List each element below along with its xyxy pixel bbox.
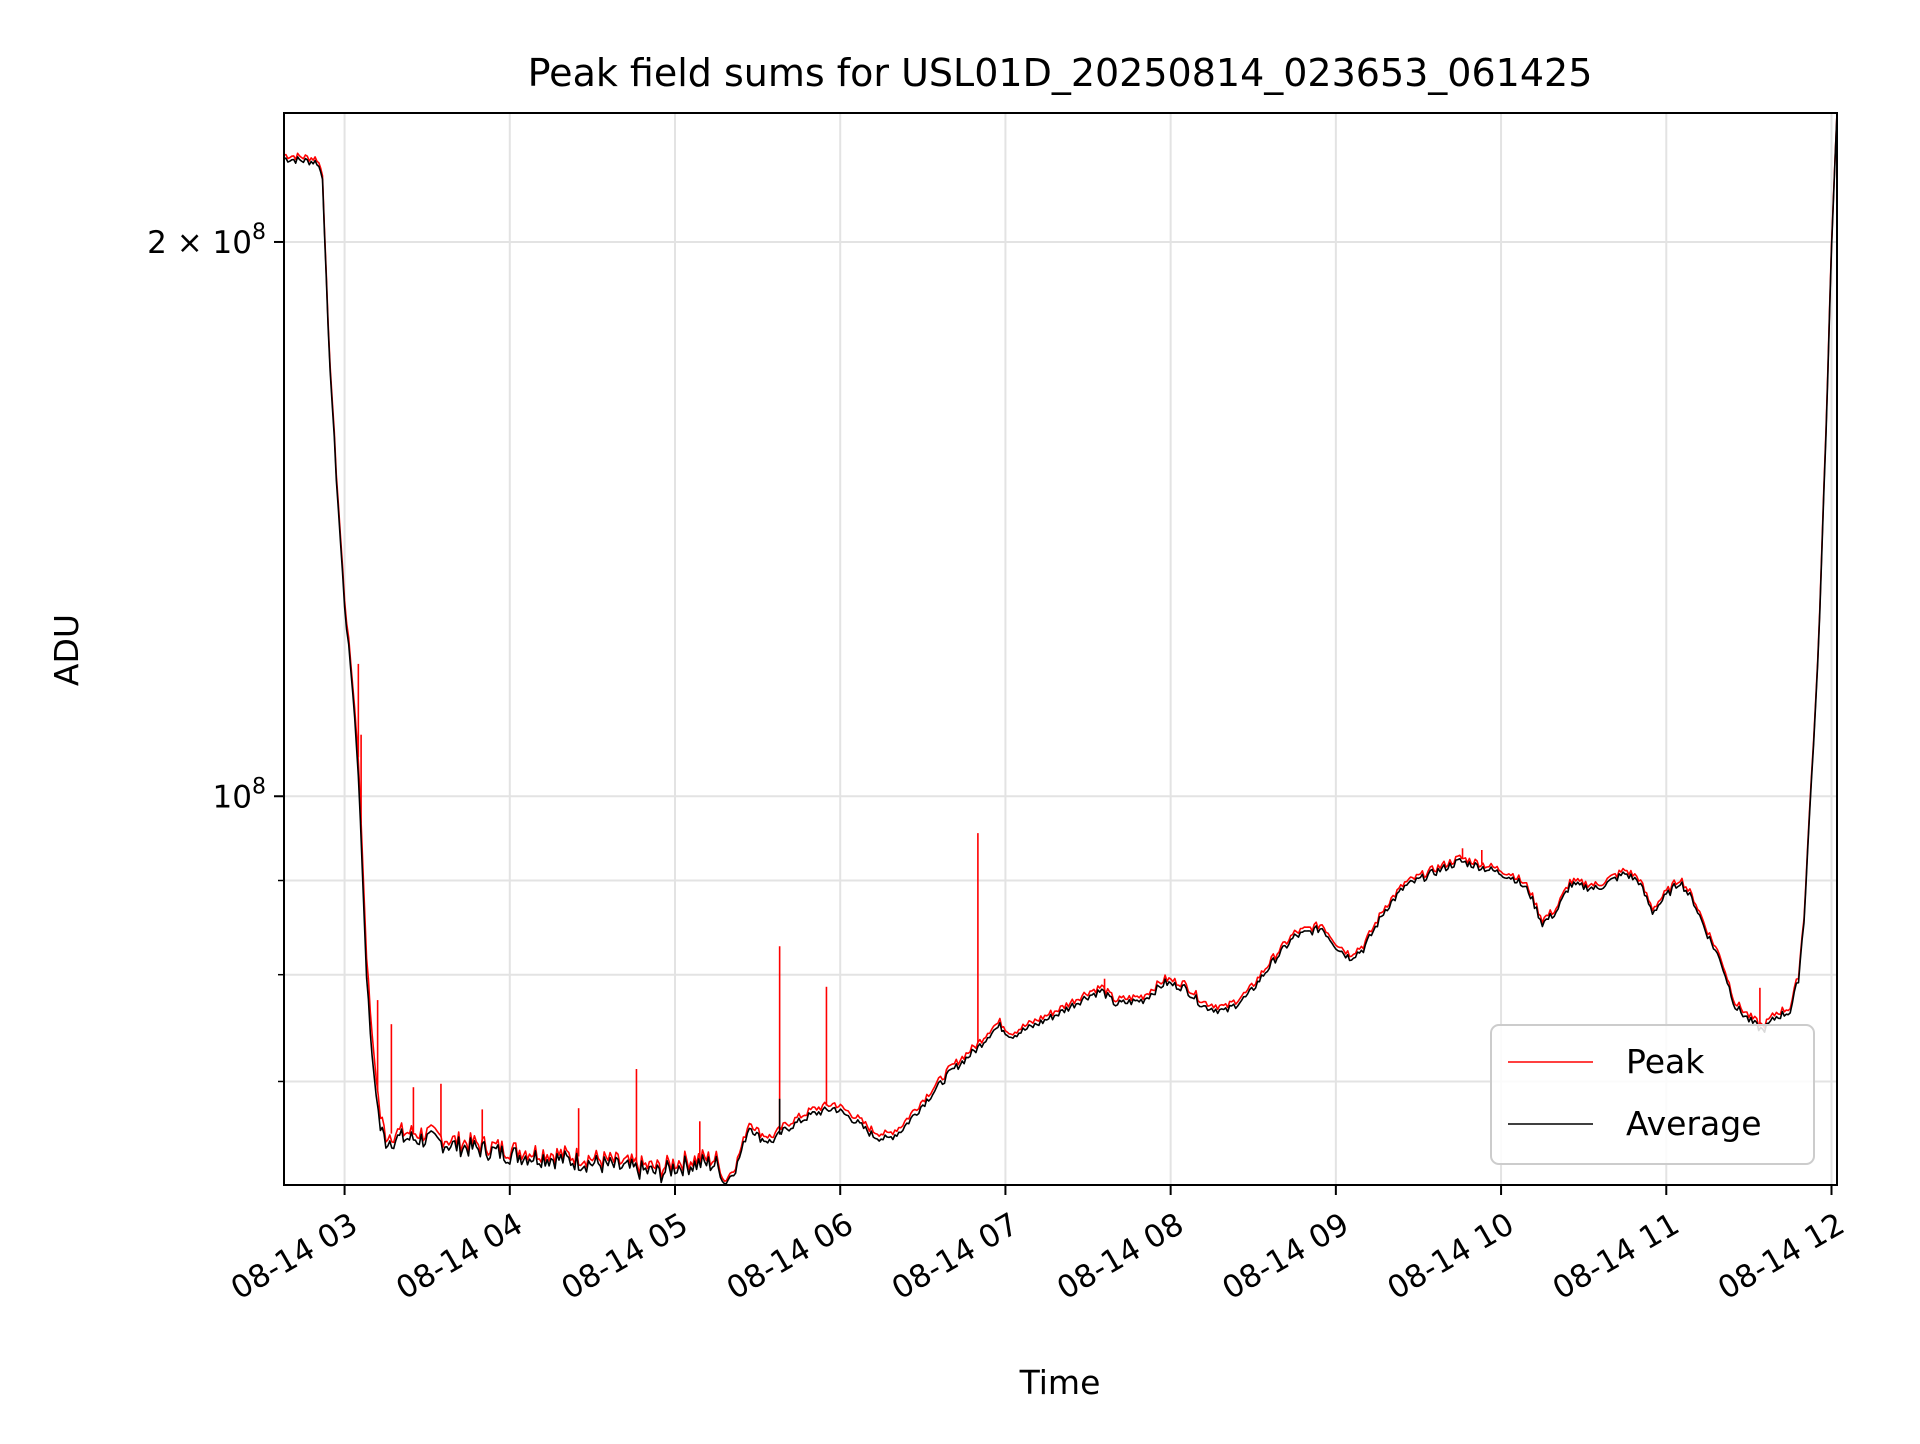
x-axis-label: Time [1019,1363,1101,1402]
legend-label-peak: Peak [1626,1042,1705,1081]
series-layer [284,113,1837,1185]
series-line-peak [284,113,1837,1182]
y-axis-label: ADU [47,614,86,686]
y-tick-label: 108 [213,774,266,815]
y-tick-label: 2 × 108 [147,220,266,261]
legend: Peak Average [1490,1024,1815,1165]
legend-box [1490,1024,1815,1165]
legend-label-average: Average [1626,1104,1762,1143]
chart-title: Peak field sums for USL01D_20250814_0236… [528,51,1593,95]
grid [284,113,1837,1185]
series-line-average [284,113,1837,1185]
plot-frame [283,112,1838,1186]
